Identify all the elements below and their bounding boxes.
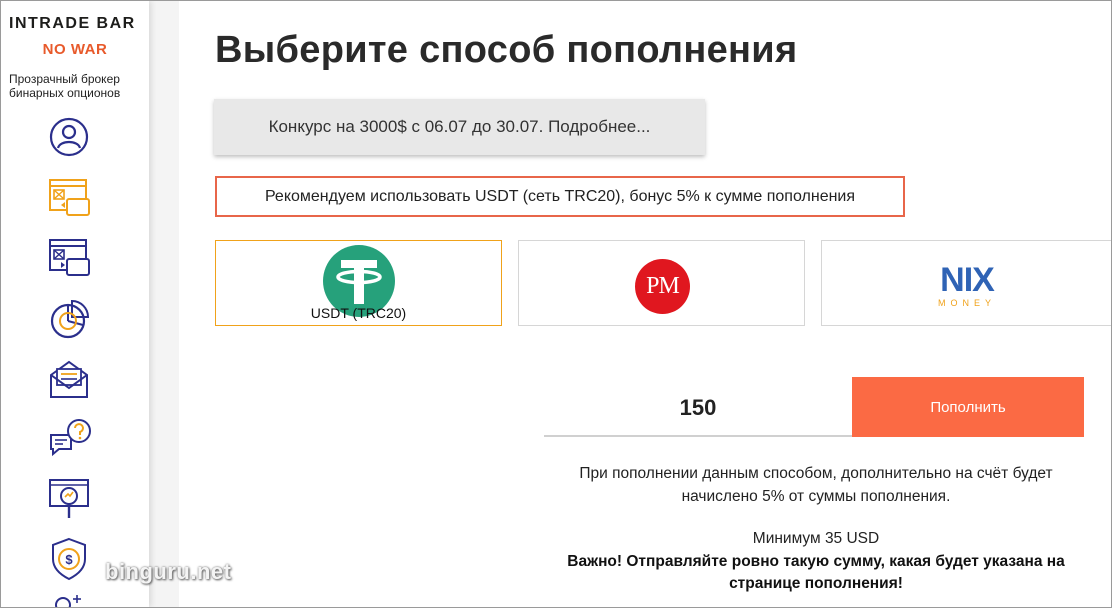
brand-logo[interactable]: INTRADE BAR — [9, 15, 136, 32]
bonus-info-line-2: начислено 5% от суммы пополнения. — [681, 488, 951, 505]
sidebar-item-statistics[interactable] — [47, 297, 93, 341]
user-circle-icon — [49, 117, 89, 157]
analytics-search-icon — [49, 479, 89, 518]
sidebar-item-referral[interactable] — [47, 593, 93, 607]
sidebar-item-deposit[interactable] — [47, 177, 93, 221]
important-warning-line-1: Важно! Отправляйте ровно такую сумму, ка… — [567, 553, 1065, 570]
dollar-shield-icon: $ — [52, 537, 86, 581]
perfect-money-logo-icon: PM — [635, 259, 690, 314]
no-war-badge: NO WAR — [42, 41, 108, 58]
chart-pie-icon — [50, 299, 90, 339]
sidebar-item-profile[interactable] — [47, 115, 93, 159]
sidebar-item-security[interactable]: $ — [47, 537, 93, 581]
deposit-wallet-icon — [49, 179, 90, 216]
bonus-info-text: При пополнении данным способом, дополнит… — [521, 462, 1111, 508]
sidebar-item-analytics[interactable] — [47, 477, 93, 521]
page-title: Выберите способ пополнения — [215, 29, 798, 71]
minimum-amount-text: Минимум 35 USD — [752, 530, 880, 547]
sidebar-item-messages[interactable] — [47, 357, 93, 401]
sidebar: INTRADE BAR NO WAR Прозрачный брокер бин… — [1, 1, 149, 607]
payment-method-usdt[interactable]: USDT (TRC20) — [215, 240, 502, 326]
bonus-info-line-1: При пополнении данным способом, дополнит… — [579, 465, 1053, 482]
sidebar-item-help[interactable] — [47, 417, 93, 461]
tether-logo-icon — [323, 245, 395, 317]
svg-text:$: $ — [65, 552, 73, 567]
payment-method-perfect-money[interactable]: PM — [518, 240, 805, 326]
help-chat-icon — [50, 419, 91, 457]
watermark: binguru.net — [105, 559, 232, 584]
sidebar-item-withdraw[interactable] — [47, 237, 93, 281]
user-add-icon — [55, 595, 81, 607]
brand-tagline: Прозрачный брокер бинарных опционов — [9, 72, 121, 100]
recommend-notice: Рекомендуем использовать USDT (сеть TRC2… — [215, 176, 905, 217]
withdraw-wallet-icon — [49, 239, 90, 276]
nix-logo-sub: MONEY — [937, 298, 996, 308]
amount-input[interactable]: 150 — [544, 380, 852, 437]
envelope-icon — [50, 360, 88, 398]
payment-method-nix-money[interactable]: NIX MONEY — [821, 240, 1111, 326]
nix-money-logo-icon: NIX MONEY — [926, 261, 1008, 311]
contest-banner-button[interactable]: Конкурс на 3000$ с 06.07 до 30.07. Подро… — [214, 99, 705, 155]
payment-method-label: USDT (TRC20) — [310, 305, 407, 321]
nix-logo-word: NIX — [940, 261, 995, 299]
important-warning: Важно! Отправляйте ровно такую сумму, ка… — [521, 551, 1111, 595]
important-warning-line-2: странице пополнения! — [729, 575, 903, 592]
sidebar-gutter — [149, 1, 179, 607]
deposit-button[interactable]: Пополнить — [852, 377, 1084, 437]
